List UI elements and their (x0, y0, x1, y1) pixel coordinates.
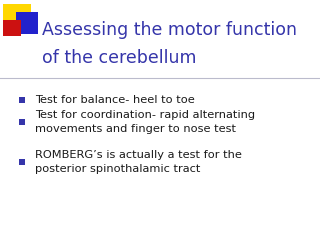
Text: Test for coordination- rapid alternating
movements and finger to nose test: Test for coordination- rapid alternating… (35, 110, 255, 134)
FancyBboxPatch shape (3, 4, 31, 32)
Text: Test for balance- heel to toe: Test for balance- heel to toe (35, 95, 195, 105)
FancyBboxPatch shape (19, 97, 25, 103)
FancyBboxPatch shape (19, 119, 25, 125)
FancyBboxPatch shape (19, 159, 25, 165)
FancyBboxPatch shape (3, 20, 21, 36)
FancyBboxPatch shape (16, 12, 38, 34)
Text: Assessing the motor function: Assessing the motor function (42, 21, 297, 39)
Text: of the cerebellum: of the cerebellum (42, 49, 196, 67)
Text: ROMBERG’s is actually a test for the
posterior spinothalamic tract: ROMBERG’s is actually a test for the pos… (35, 150, 242, 174)
